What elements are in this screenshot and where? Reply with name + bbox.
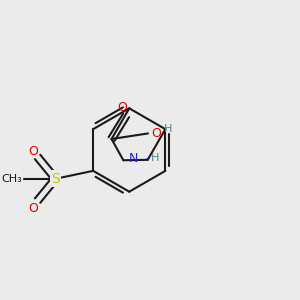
Text: O: O — [29, 146, 38, 158]
Text: N: N — [129, 152, 138, 165]
Text: H: H — [164, 124, 172, 134]
Text: H: H — [151, 153, 159, 163]
Text: -: - — [145, 152, 149, 165]
Text: CH₃: CH₃ — [2, 174, 22, 184]
Text: O: O — [151, 127, 161, 140]
Text: S: S — [51, 172, 60, 186]
Text: O: O — [117, 101, 127, 114]
Text: O: O — [29, 202, 38, 215]
